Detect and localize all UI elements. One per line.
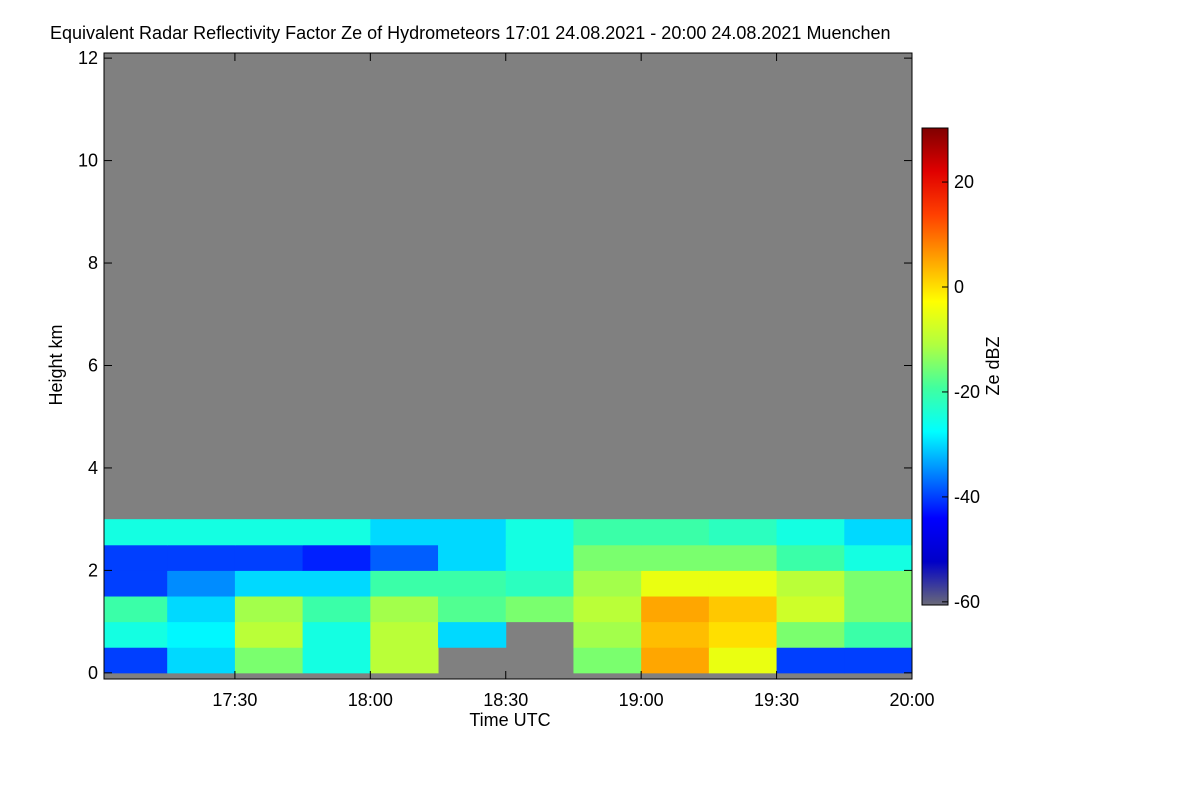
x-tick-label: 18:00 [348, 690, 393, 710]
heatmap-cell [302, 647, 371, 674]
heatmap-cell [573, 519, 642, 546]
colorbar-tick-label: 20 [954, 172, 974, 192]
colorbar [921, 127, 949, 606]
heatmap-cell [167, 544, 236, 571]
heatmap-cell [302, 544, 371, 571]
x-tick-label: 20:00 [889, 690, 934, 710]
heatmap-cell [708, 519, 778, 546]
heatmap-cell [776, 621, 845, 648]
heatmap-cell [104, 544, 168, 571]
heatmap-cell [505, 596, 574, 623]
heatmap-cell [641, 596, 710, 623]
colorbar-tick-label: -40 [954, 487, 980, 507]
heatmap-cell [573, 621, 642, 648]
heatmap-cell [234, 647, 304, 674]
heatmap-cell [641, 621, 710, 648]
heatmap-cell [641, 647, 710, 674]
heatmap-cell [844, 570, 912, 597]
heatmap-cell [844, 519, 912, 546]
heatmap-cell [370, 570, 439, 597]
heatmap-cell [641, 519, 710, 546]
heatmap-cell [370, 544, 439, 571]
heatmap-cell [167, 596, 236, 623]
heatmap-cell [505, 519, 574, 546]
colorbar-label: Ze dBZ [983, 336, 1003, 395]
heatmap-cell [302, 570, 371, 597]
heatmap [104, 519, 912, 674]
y-tick-label: 12 [78, 48, 98, 68]
heatmap-cell [505, 570, 574, 597]
plot-frame [103, 52, 913, 680]
heatmap-cell [104, 647, 168, 674]
y-axis-label: Height km [46, 324, 66, 405]
y-tick-label: 10 [78, 151, 98, 171]
chart-title: Equivalent Radar Reflectivity Factor Ze … [50, 23, 891, 43]
heatmap-cell [708, 570, 778, 597]
heatmap-cell [776, 544, 845, 571]
y-tick-label: 6 [88, 355, 98, 375]
colorbar-tick-label: -60 [954, 592, 980, 612]
heatmap-cell [370, 519, 439, 546]
heatmap-cell [234, 519, 304, 546]
heatmap-cell [573, 596, 642, 623]
heatmap-cell [844, 621, 912, 648]
y-tick-label: 0 [88, 663, 98, 683]
heatmap-cell [573, 544, 642, 571]
heatmap-cell [708, 647, 778, 674]
heatmap-cell [776, 596, 845, 623]
heatmap-cell [708, 621, 778, 648]
heatmap-cell [167, 519, 236, 546]
heatmap-cell [438, 621, 507, 648]
heatmap-cell [104, 621, 168, 648]
heatmap-cell [573, 570, 642, 597]
heatmap-cell [505, 544, 574, 571]
x-axis-label: Time UTC [469, 710, 550, 730]
heatmap-cell [234, 621, 304, 648]
heatmap-cell [438, 519, 507, 546]
heatmap-cell [438, 570, 507, 597]
heatmap-cell [776, 570, 845, 597]
y-tick-label: 2 [88, 560, 98, 580]
heatmap-cell [438, 544, 507, 571]
heatmap-cell [104, 596, 168, 623]
heatmap-cell [104, 570, 168, 597]
heatmap-cell [167, 570, 236, 597]
x-tick-label: 19:00 [619, 690, 664, 710]
heatmap-cell [776, 519, 845, 546]
heatmap-cell [641, 544, 710, 571]
x-tick-label: 17:30 [212, 690, 257, 710]
heatmap-cell [844, 647, 912, 674]
heatmap-cell [708, 596, 778, 623]
heatmap-cell [708, 544, 778, 571]
y-tick-label: 4 [88, 458, 98, 478]
heatmap-cell [302, 596, 371, 623]
heatmap-cell [302, 621, 371, 648]
y-tick-label: 8 [88, 253, 98, 273]
heatmap-cell [844, 544, 912, 571]
heatmap-cell [438, 596, 507, 623]
heatmap-cell [370, 621, 439, 648]
heatmap-cell [776, 647, 845, 674]
x-tick-label: 18:30 [483, 690, 528, 710]
heatmap-cell [234, 596, 304, 623]
heatmap-cell [234, 570, 304, 597]
heatmap-cell [302, 519, 371, 546]
heatmap-cell [167, 621, 236, 648]
heatmap-cell [573, 647, 642, 674]
colorbar-tick-label: 0 [954, 277, 964, 297]
heatmap-cell [234, 544, 304, 571]
heatmap-cell [104, 519, 168, 546]
heatmap-cell [167, 647, 236, 674]
heatmap-cell [370, 596, 439, 623]
heatmap-cell [370, 647, 439, 674]
heatmap-cell [641, 570, 710, 597]
x-tick-label: 19:30 [754, 690, 799, 710]
colorbar-tick-label: -20 [954, 382, 980, 402]
heatmap-cell [844, 596, 912, 623]
